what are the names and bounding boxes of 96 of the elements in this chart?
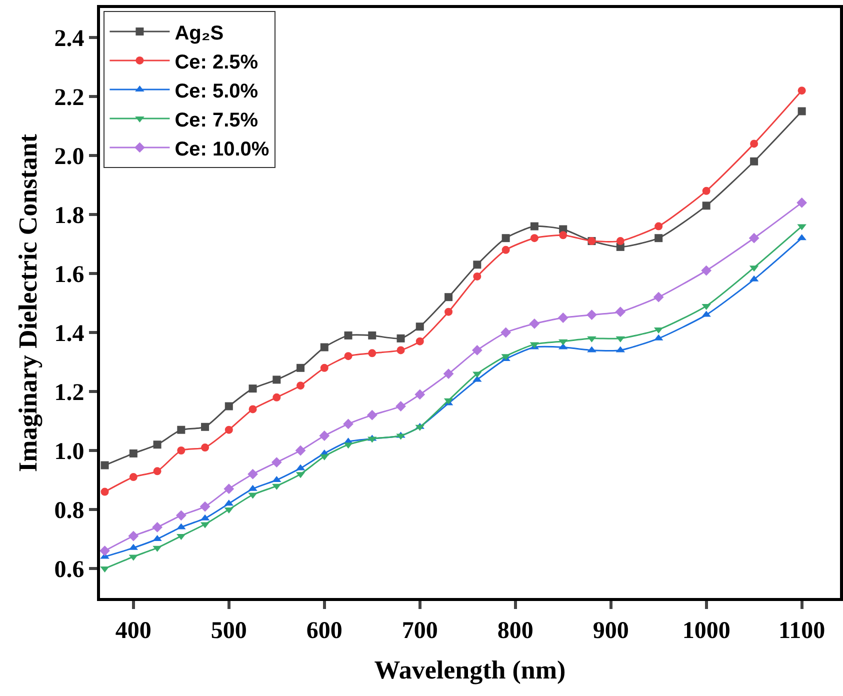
point [224, 426, 233, 434]
point [443, 368, 454, 379]
point [368, 331, 376, 340]
point [200, 501, 210, 512]
point [319, 430, 330, 441]
point [444, 293, 453, 302]
point [224, 484, 234, 494]
point [473, 260, 482, 269]
point [416, 322, 424, 331]
point [748, 232, 760, 244]
point [100, 461, 109, 470]
y-tick-label: 2.4 [54, 26, 84, 52]
point [396, 401, 406, 412]
point [129, 449, 138, 458]
x-axis-title: Wavelength (nm) [374, 656, 566, 684]
point [750, 157, 758, 166]
x-tick-label: 1100 [778, 618, 826, 644]
point [558, 312, 568, 323]
point [500, 327, 512, 338]
y-tick-label: 1.0 [54, 438, 84, 465]
point [368, 349, 376, 358]
point [559, 231, 568, 240]
point [295, 445, 306, 456]
point [796, 198, 808, 208]
point [701, 265, 712, 276]
point [152, 522, 162, 532]
x-tick-label: 500 [210, 618, 247, 644]
point [502, 246, 510, 254]
point [272, 393, 281, 402]
y-tick-label: 2.2 [54, 84, 84, 111]
point [343, 418, 354, 430]
y-tick-label: 0.8 [54, 498, 84, 524]
legend-label: Ce: 7.5% [174, 109, 258, 132]
point [414, 389, 426, 400]
point [153, 440, 162, 449]
point [320, 343, 328, 352]
legend-label: Ce: 10.0% [174, 138, 270, 160]
point [702, 186, 710, 195]
point [653, 292, 664, 302]
point [366, 410, 378, 420]
legend-label: Ce: 5.0% [174, 80, 258, 102]
y-axis-title: Imaginary Dielectric Constant [14, 134, 43, 472]
point [320, 364, 328, 372]
point [530, 234, 538, 242]
x-tick-label: 400 [115, 618, 152, 644]
point [176, 510, 186, 521]
point [654, 234, 663, 242]
point [201, 444, 210, 452]
point [296, 382, 305, 390]
point [129, 473, 138, 482]
point [153, 467, 162, 476]
point [224, 402, 233, 410]
x-tick-label: 900 [592, 618, 629, 644]
point [798, 86, 806, 95]
y-tick-label: 2.0 [54, 144, 84, 170]
point [248, 468, 258, 480]
point [444, 308, 453, 316]
point [100, 546, 110, 556]
point [248, 384, 257, 393]
point [586, 310, 597, 320]
point [271, 457, 282, 468]
legend-label: Ce: 2.5% [174, 51, 258, 74]
y-tick-label: 1.2 [54, 380, 84, 406]
x-tick-label: 600 [306, 618, 342, 644]
point [530, 222, 538, 230]
point [798, 107, 806, 116]
y-tick-label: 1.4 [54, 320, 84, 347]
point [502, 234, 510, 242]
point [654, 222, 663, 230]
point [529, 318, 540, 329]
y-tick-label: 1.8 [54, 202, 84, 229]
point [201, 422, 210, 431]
point [100, 488, 109, 496]
y-tick-label: 0.6 [54, 556, 84, 583]
point [177, 426, 186, 434]
point [248, 405, 257, 414]
point [750, 140, 758, 148]
point [296, 364, 305, 372]
point [272, 376, 281, 384]
point [128, 530, 139, 542]
point [473, 272, 482, 280]
point [396, 334, 405, 342]
point [616, 237, 624, 246]
legend-label: Ag₂S [174, 22, 224, 44]
point [396, 346, 405, 354]
x-tick-label: 700 [402, 618, 438, 644]
point [344, 352, 352, 360]
point [702, 202, 710, 210]
point [615, 306, 626, 318]
x-tick-label: 800 [497, 618, 534, 644]
point [177, 446, 186, 454]
point [416, 337, 424, 346]
point [472, 345, 482, 356]
point [344, 331, 352, 340]
x-tick-label: 1000 [682, 618, 730, 644]
y-tick-label: 1.6 [54, 262, 84, 288]
